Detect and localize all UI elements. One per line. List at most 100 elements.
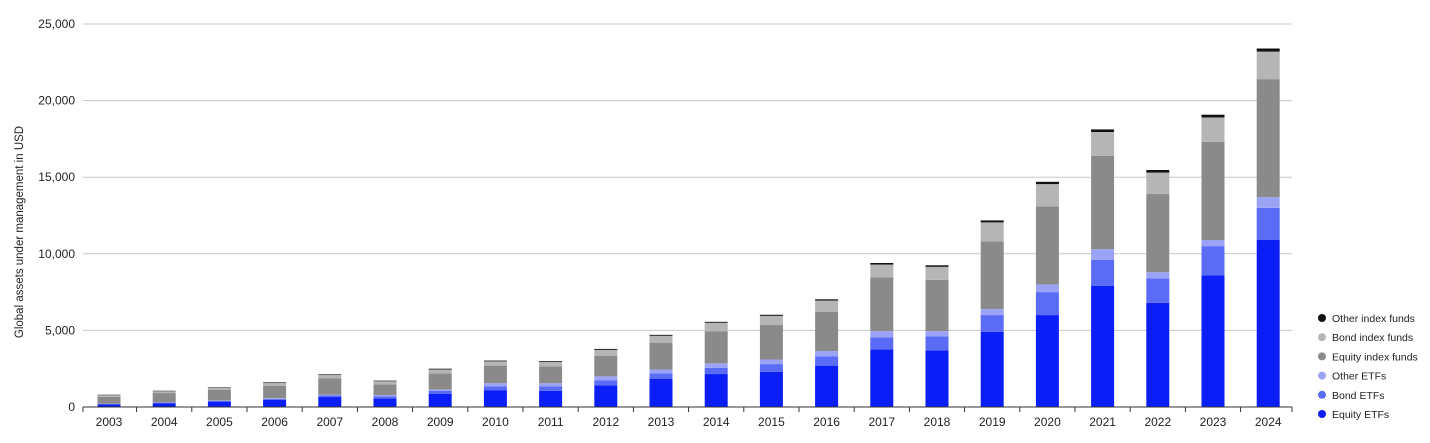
bar-segment [704, 367, 728, 375]
bar-segment [704, 331, 728, 364]
bar-segment [373, 395, 397, 397]
bar-segment [263, 382, 287, 387]
bar-segment [539, 361, 563, 367]
x-tick-label: 2012 [592, 415, 619, 429]
bar-segment [925, 350, 949, 407]
x-tick-label: 2016 [813, 415, 840, 429]
bar-segment [870, 264, 894, 278]
bar-segment [318, 397, 342, 407]
legend-label: Other ETFs [1332, 371, 1386, 383]
bar-segment [1146, 278, 1170, 303]
bar-segment [263, 399, 287, 407]
y-tick-label: 25,000 [38, 17, 75, 31]
x-tick-label: 2006 [261, 415, 288, 429]
bar-segment [925, 266, 949, 280]
bar-segment [1256, 240, 1280, 407]
legend-label: Equity ETFs [1332, 409, 1389, 421]
legend-label: Bond index funds [1332, 332, 1413, 344]
bar-segment [1035, 184, 1059, 207]
bar-segment [1256, 197, 1280, 208]
bar-segment [539, 386, 563, 391]
bar-segment [318, 374, 342, 375]
bar-segment [483, 390, 507, 407]
bar-segment [483, 386, 507, 391]
legend-label: Bond ETFs [1332, 390, 1385, 402]
bar-segment [318, 374, 342, 379]
bar-segment [925, 336, 949, 351]
bar-segment [263, 398, 287, 399]
bar-segment [594, 348, 618, 350]
bar-segment [318, 378, 342, 395]
x-tick-label: 2009 [427, 415, 454, 429]
bar-segment [925, 331, 949, 337]
x-tick-label: 2007 [316, 415, 343, 429]
bar-segment [759, 315, 783, 326]
bar-segment [759, 359, 783, 365]
bar-segment [539, 366, 563, 384]
bar-segment [263, 386, 287, 399]
bar-segment [594, 376, 618, 381]
bar-segment [1256, 51, 1280, 80]
bar-segment [1035, 181, 1059, 185]
bar-segment [980, 220, 1004, 223]
legend-label: Equity index funds [1332, 351, 1418, 363]
bar-segment [649, 334, 673, 336]
bar-segment [1035, 206, 1059, 285]
bar-segment [483, 360, 507, 362]
bar-segment [980, 308, 1004, 316]
bar-segment [649, 373, 673, 379]
bar-segment [428, 373, 452, 390]
bar-segment [373, 381, 397, 385]
legend-marker [1318, 410, 1326, 418]
x-tick-label: 2018 [924, 415, 951, 429]
bar-segment [483, 365, 507, 384]
bar-segment [980, 315, 1004, 332]
bar-segment [373, 380, 397, 382]
bar-segment [980, 222, 1004, 242]
x-tick-label: 2013 [648, 415, 675, 429]
legend-marker [1318, 371, 1326, 380]
x-tick-label: 2020 [1034, 415, 1061, 429]
bar-segment [980, 241, 1004, 309]
bar-segment [152, 403, 176, 407]
bar-segment [649, 335, 673, 343]
bar-segment [373, 396, 397, 399]
bar-segment [152, 402, 176, 404]
bar-segment [1256, 207, 1280, 241]
bar-segment [1256, 48, 1280, 52]
legend-marker [1318, 314, 1326, 322]
bar-segment [1146, 272, 1170, 279]
legend-marker [1318, 352, 1326, 361]
x-tick-label: 2005 [206, 415, 233, 429]
x-tick-label: 2022 [1144, 415, 1171, 429]
bar-segment [649, 378, 673, 407]
bar-segment [594, 349, 618, 356]
y-tick-label: 0 [68, 400, 75, 414]
bar-segment [1091, 285, 1115, 407]
bar-segment [539, 390, 563, 407]
bar-segment [980, 331, 1004, 407]
bar-segment [925, 279, 949, 332]
bar-segment [1201, 117, 1225, 142]
bar-segment [815, 365, 839, 407]
bar-segment [97, 396, 121, 404]
bar-segment [539, 361, 563, 362]
bar-segment [373, 384, 397, 396]
bar-segment [1146, 172, 1170, 195]
legend-marker [1318, 333, 1326, 342]
y-tick-label: 10,000 [38, 247, 75, 261]
bar-segment [870, 262, 894, 265]
bar-segment [704, 363, 728, 368]
bar-segment [152, 391, 176, 394]
bars [97, 48, 1280, 407]
bar-segment [207, 401, 231, 407]
bar-segment [870, 337, 894, 350]
bar-segment [759, 314, 783, 316]
bar-segment [263, 398, 287, 400]
bar-segment [428, 389, 452, 391]
bar-segment [870, 277, 894, 332]
bar-segment [428, 369, 452, 374]
bar-segment [318, 394, 342, 396]
bar-segment [97, 395, 121, 397]
